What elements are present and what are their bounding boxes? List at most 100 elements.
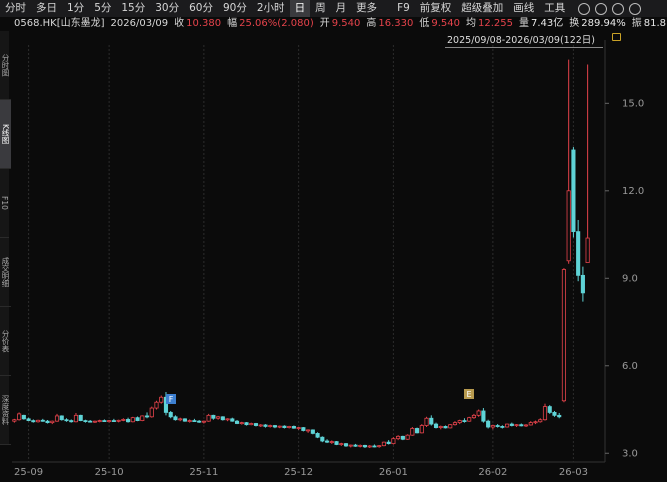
candle-body: [367, 445, 372, 448]
candle-body: [59, 415, 64, 421]
candle-body: [424, 417, 429, 426]
expand-icon[interactable]: [629, 2, 642, 15]
quote-date: 2026/03/09: [110, 18, 169, 29]
tool-tab[interactable]: F9: [397, 2, 410, 14]
candle-body: [130, 417, 135, 423]
candle-body: [362, 444, 368, 448]
candle-body: [69, 420, 74, 423]
event-marker-label: E: [466, 390, 471, 399]
layout-icon[interactable]: [612, 2, 625, 15]
field-value: 9.540: [431, 18, 460, 29]
period-tab[interactable]: 日: [289, 0, 311, 17]
candle-body: [296, 427, 301, 429]
side-tab[interactable]: 分价表: [0, 307, 11, 376]
field-label: 开: [319, 18, 330, 29]
candle-body: [576, 231, 581, 276]
candle-body: [244, 422, 249, 426]
candle-body: [386, 441, 391, 445]
field-value: 25.06%(2.080): [239, 18, 314, 29]
candle-body: [315, 433, 320, 438]
candle-body: [528, 422, 533, 426]
candle-body: [372, 445, 377, 448]
lock-icon[interactable]: [612, 33, 621, 41]
quote-field: 收 10.380: [174, 17, 221, 31]
candle-body: [509, 423, 514, 426]
side-tab[interactable]: K线图: [0, 100, 11, 169]
candle-body: [178, 418, 183, 421]
period-tab[interactable]: 月: [335, 2, 347, 14]
event-marker: [166, 394, 176, 404]
y-tick-label: 3.0: [622, 448, 638, 459]
tool-tab[interactable]: 画线: [513, 2, 535, 14]
candle-body: [50, 420, 55, 424]
period-tab[interactable]: 周: [315, 2, 326, 14]
candle-body: [457, 420, 462, 424]
candle-body: [381, 441, 386, 447]
candle-body: [211, 414, 216, 419]
candle-body: [268, 425, 273, 427]
candle-body: [121, 419, 126, 421]
quote-field: 开 9.540: [320, 17, 361, 31]
candle-body: [533, 421, 538, 424]
period-tab[interactable]: 90分: [223, 2, 247, 14]
candle-body: [287, 426, 292, 428]
candle-body: [306, 429, 311, 432]
side-tab[interactable]: 成交明细: [0, 238, 11, 307]
candle-body: [448, 424, 453, 429]
period-tab[interactable]: 1分: [67, 2, 85, 14]
x-tick-label: 26-01: [379, 467, 408, 478]
field-label: 收: [174, 18, 185, 29]
candle-body: [561, 269, 567, 402]
candle-body: [111, 420, 116, 422]
candle-body: [353, 444, 358, 447]
period-tab[interactable]: 更多: [356, 2, 378, 14]
field-value: 10.380: [186, 18, 222, 29]
candle-body: [12, 419, 17, 422]
candle-body: [566, 190, 571, 262]
field-label: 换: [569, 18, 580, 29]
period-tab[interactable]: 2小时: [256, 2, 285, 14]
candle-body: [419, 425, 424, 434]
x-tick-label: 26-03: [559, 467, 588, 478]
field-label: 高: [366, 18, 377, 29]
period-tab[interactable]: 5分: [94, 2, 112, 14]
y-tick-label: 6.0: [622, 361, 638, 372]
tool-tab[interactable]: 超级叠加: [461, 2, 504, 14]
period-tab[interactable]: 多日: [36, 2, 57, 14]
candle-body: [400, 435, 405, 440]
candle-body: [277, 425, 282, 428]
side-tab[interactable]: 分时图: [0, 31, 11, 100]
field-value: 81.81%: [643, 18, 667, 29]
candle-body: [334, 441, 339, 445]
settings-icon[interactable]: [578, 2, 591, 15]
help-icon[interactable]: [595, 2, 608, 15]
event-marker: [464, 389, 474, 399]
range-selector[interactable]: 2025/09/08-2026/03/09(122日): [445, 31, 603, 48]
period-tab[interactable]: 30分: [155, 2, 180, 14]
candle-body: [505, 423, 510, 428]
candle-body: [486, 420, 491, 428]
quote-field: 幅 25.06%(2.080): [227, 17, 314, 31]
tool-tab[interactable]: 前复权: [419, 2, 452, 14]
tool-tab[interactable]: 工具: [544, 2, 566, 14]
candle-body: [263, 424, 268, 427]
period-tab[interactable]: 15分: [121, 2, 146, 14]
field-label: 低: [419, 18, 430, 29]
side-tab[interactable]: 深度资料: [0, 376, 11, 445]
candle-body: [377, 445, 382, 448]
candle-body: [97, 420, 102, 422]
quote-field: 振81.81%: [632, 17, 667, 31]
x-tick-label: 25-09: [14, 467, 43, 478]
candle-body: [73, 414, 79, 423]
candle-body: [197, 420, 202, 423]
candle-body: [216, 416, 221, 419]
candle-body: [324, 440, 330, 443]
candle-body: [538, 419, 543, 423]
candle-body: [83, 420, 88, 422]
period-tab[interactable]: 分时: [5, 2, 26, 14]
period-tab[interactable]: 60分: [189, 2, 213, 14]
candle-body: [396, 435, 401, 440]
side-tab[interactable]: F10: [0, 169, 9, 238]
candle-body: [225, 418, 230, 421]
candle-body: [239, 422, 244, 425]
